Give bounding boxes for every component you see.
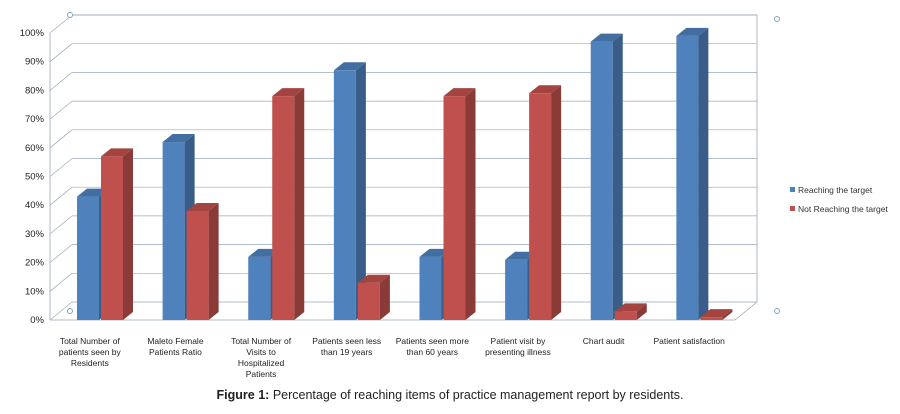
corner-handle — [67, 12, 73, 18]
y-tick-label: 80% — [25, 85, 45, 96]
y-tick-label: 40% — [25, 200, 45, 211]
bar-reaching — [419, 256, 442, 320]
bar-side — [379, 274, 390, 320]
legend-item-not-reaching: Not Reaching the target — [790, 199, 888, 218]
x-tick-label: Patients seen less — [312, 336, 381, 346]
x-tick-label: Patients — [246, 369, 277, 379]
bar-top — [700, 309, 733, 318]
bar-side — [294, 88, 305, 320]
legend-swatch-not-reaching — [790, 206, 795, 211]
bar-top — [186, 202, 219, 211]
gridline-side — [49, 14, 73, 34]
bar-side — [636, 303, 647, 320]
x-tick-label: than 60 years — [407, 347, 459, 357]
bar-top — [333, 62, 366, 71]
y-tick-label: 10% — [25, 286, 45, 297]
gridline-side — [49, 301, 73, 321]
corner-handle — [67, 308, 73, 314]
bar-reaching — [505, 259, 528, 320]
x-tick-label: Residents — [71, 358, 109, 368]
bar-not-reaching — [529, 93, 552, 321]
bar-not-reaching — [443, 96, 466, 320]
legend-swatch-reaching — [790, 187, 795, 192]
floor-right-edge — [734, 301, 758, 321]
corner-handle — [774, 16, 780, 22]
bar-reaching — [162, 142, 185, 320]
y-tick-label: 100% — [20, 28, 45, 39]
y-tick-label: 60% — [25, 143, 45, 154]
bar-reaching — [77, 196, 99, 320]
bar-top — [357, 274, 390, 283]
bar-side — [465, 88, 476, 320]
bar-not-reaching — [614, 311, 637, 320]
bar-side — [355, 62, 366, 321]
bar-reaching — [248, 256, 271, 320]
legend-label-reaching: Reaching the target — [798, 184, 873, 195]
bar-reaching — [590, 41, 613, 321]
bar-reaching — [676, 35, 699, 321]
x-tick-label: Visits to — [246, 347, 276, 357]
bar-not-reaching — [186, 210, 209, 320]
bar-reaching — [333, 70, 356, 320]
x-tick-label: presenting illness — [485, 347, 551, 357]
chart-legend: Reaching the target Not Reaching the tar… — [790, 180, 888, 218]
y-tick-label: 0% — [30, 315, 44, 326]
y-tick-label: 90% — [25, 57, 45, 68]
bar-side — [551, 85, 562, 321]
bar-top — [443, 88, 476, 97]
bar-chart: 0% 10% 20% 30% 40% 50% 60% 70% 80% 90% 100% Total N… — [20, 12, 780, 379]
x-tick-label: Patient satisfaction — [654, 336, 726, 346]
gridline-side — [49, 100, 73, 120]
bar-not-reaching — [101, 156, 123, 320]
x-tick-label: patients seen by — [59, 347, 122, 357]
bar-top — [162, 134, 195, 143]
x-tick-label: Patients Ratio — [149, 347, 202, 357]
bar-top — [101, 148, 133, 157]
bar-not-reaching — [357, 282, 380, 320]
legend-item-reaching: Reaching the target — [790, 180, 888, 199]
caption-text: Percentage of reaching items of practice… — [269, 388, 684, 402]
gridline-side — [49, 158, 73, 177]
gridline-side — [49, 43, 73, 62]
x-tick-label: Hospitalized — [238, 358, 285, 368]
caption-label: Figure 1: — [216, 388, 270, 402]
x-tick-label: Patients seen more — [396, 336, 470, 346]
gridline-side — [49, 186, 73, 206]
x-tick-label: Total Number of — [231, 336, 292, 346]
bar-top — [614, 303, 647, 312]
y-tick-label: 50% — [25, 172, 45, 183]
bar-not-reaching — [700, 317, 723, 320]
bar-side — [208, 202, 219, 320]
bar-top — [272, 88, 305, 97]
bar-side — [612, 33, 623, 321]
bar-top — [529, 85, 562, 94]
figure-caption: Figure 1: Percentage of reaching items o… — [0, 388, 900, 402]
x-tick-label: Maleto Female — [147, 336, 203, 346]
gridline-side — [49, 273, 73, 292]
legend-label-not-reaching: Not Reaching the target — [798, 203, 888, 214]
x-tick-label: Chart audit — [583, 336, 625, 346]
bar-side — [698, 27, 709, 321]
y-tick-label: 20% — [25, 258, 45, 269]
bar-not-reaching — [272, 96, 295, 320]
bar-side — [123, 148, 133, 320]
gridline-side — [49, 72, 73, 91]
corner-handle — [774, 308, 780, 314]
x-tick-label: than 19 years — [321, 347, 373, 357]
bar-top — [590, 33, 623, 42]
y-tick-label: 70% — [25, 114, 45, 125]
x-tick-label: Patient visit by — [491, 336, 547, 346]
gridline-side — [49, 215, 73, 235]
y-tick-label: 30% — [25, 229, 45, 240]
gridline-side — [49, 244, 73, 263]
gridline-side — [49, 129, 73, 149]
bar-side — [722, 309, 733, 320]
bar-top — [676, 27, 709, 36]
x-tick-label: Total Number of — [60, 336, 121, 346]
